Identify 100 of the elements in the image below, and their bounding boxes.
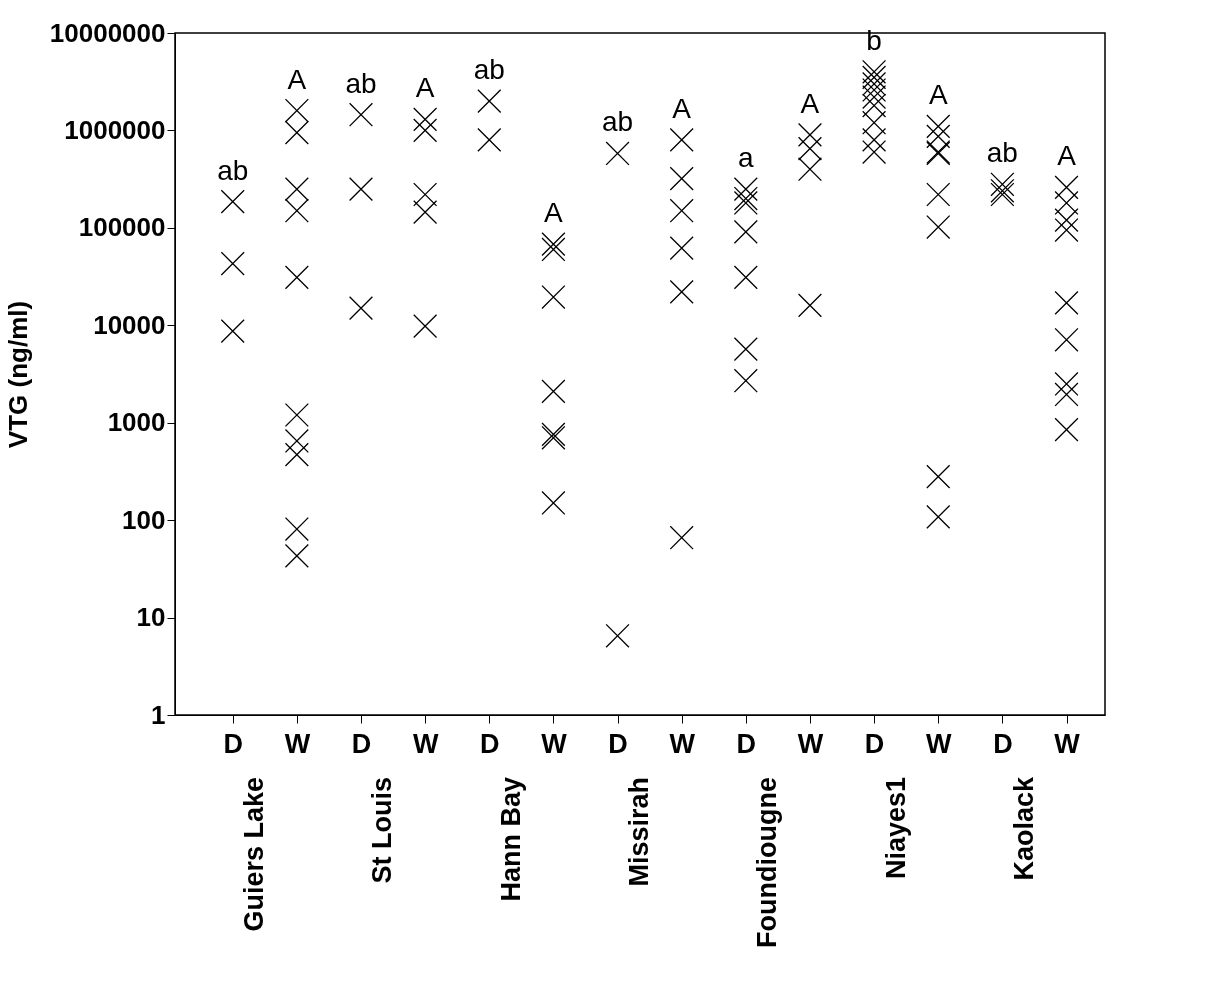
point	[605, 141, 630, 166]
y-tick-label: 1000000	[64, 114, 166, 145]
point	[284, 98, 309, 123]
point	[733, 177, 758, 202]
point	[284, 402, 309, 428]
text: Niayes1	[880, 777, 911, 880]
x-tick-label: D	[351, 728, 372, 759]
point	[926, 214, 951, 240]
point	[669, 525, 694, 550]
point	[797, 293, 823, 318]
point	[413, 182, 438, 207]
y-tick-label: 100000	[78, 212, 166, 243]
annotation: ab	[986, 137, 1018, 169]
point	[862, 71, 887, 96]
annotation: ab	[473, 54, 505, 86]
point	[862, 65, 887, 90]
point	[733, 186, 758, 211]
point	[1054, 217, 1079, 243]
point	[797, 157, 823, 182]
x-tick-label: D	[993, 728, 1013, 759]
point	[1054, 290, 1079, 315]
text: St Louis	[367, 777, 398, 884]
point	[348, 296, 374, 321]
text: Foundiougne	[752, 777, 783, 948]
annotation: a	[738, 142, 755, 174]
point	[669, 166, 694, 191]
point	[1054, 327, 1079, 352]
x-tick-label: W	[669, 728, 696, 759]
point	[284, 543, 309, 568]
point	[348, 102, 374, 127]
point	[733, 337, 758, 362]
annotation: A	[928, 79, 948, 111]
point	[926, 504, 951, 529]
x-tick-label: D	[480, 728, 500, 759]
y-tick-label: 10000000	[49, 17, 166, 48]
point	[1054, 382, 1079, 407]
annotation: ab	[217, 154, 249, 186]
point	[541, 284, 566, 310]
point	[926, 124, 951, 149]
x-tick-label: D	[864, 728, 885, 759]
point	[284, 198, 309, 223]
point	[541, 379, 566, 404]
point	[541, 232, 566, 257]
text: Missirah	[624, 777, 654, 887]
annotation: A	[800, 87, 820, 119]
point	[797, 122, 823, 147]
text: Guiers Lake	[239, 777, 270, 932]
point	[669, 236, 694, 261]
annotation: ab	[601, 106, 634, 138]
point	[926, 182, 951, 207]
annotation: b	[866, 24, 882, 56]
x-tick-label: W	[797, 728, 824, 759]
point	[220, 189, 245, 214]
y-tick-label: 1	[151, 699, 166, 730]
x-tick-label: W	[1054, 728, 1081, 759]
point	[541, 490, 566, 516]
text: Kaolack	[1008, 776, 1039, 881]
point	[413, 118, 438, 143]
point	[1054, 417, 1079, 442]
point	[284, 177, 309, 202]
point	[733, 265, 758, 290]
y-tick-label: 10	[136, 602, 166, 633]
x-tick-label: W	[926, 728, 952, 759]
point	[284, 120, 309, 145]
point	[284, 442, 309, 467]
point	[348, 177, 374, 202]
point	[1054, 175, 1079, 200]
x-tick-label: W	[541, 728, 568, 759]
point	[990, 172, 1015, 197]
y-axis-title: VTG (ng/ml)	[2, 300, 33, 449]
point	[284, 428, 309, 453]
x-tick-label: W	[284, 728, 311, 759]
annotation: A	[1057, 140, 1077, 172]
y-tick-label: 1000	[107, 407, 166, 438]
point	[862, 139, 887, 165]
point	[669, 127, 694, 152]
point	[862, 127, 887, 152]
point	[541, 237, 566, 262]
point	[1054, 190, 1079, 216]
point	[862, 110, 887, 135]
point	[862, 59, 887, 84]
annotation: A	[287, 63, 307, 95]
x-tick-label: D	[736, 728, 757, 759]
point	[797, 136, 823, 161]
point	[862, 77, 887, 103]
annotation: A	[415, 72, 435, 104]
point	[926, 464, 951, 489]
point	[733, 368, 758, 393]
annotation: A	[672, 92, 692, 124]
x-tick-label: W	[412, 728, 439, 759]
point	[669, 198, 694, 223]
y-tick-label: 10000	[93, 309, 166, 340]
point	[862, 85, 887, 110]
y-tick-label: 100	[122, 504, 166, 535]
text: Hann Bay	[495, 777, 526, 902]
point	[220, 319, 245, 344]
point	[1054, 371, 1079, 396]
point	[862, 93, 887, 118]
point	[413, 107, 438, 132]
annotation: ab	[345, 67, 377, 99]
